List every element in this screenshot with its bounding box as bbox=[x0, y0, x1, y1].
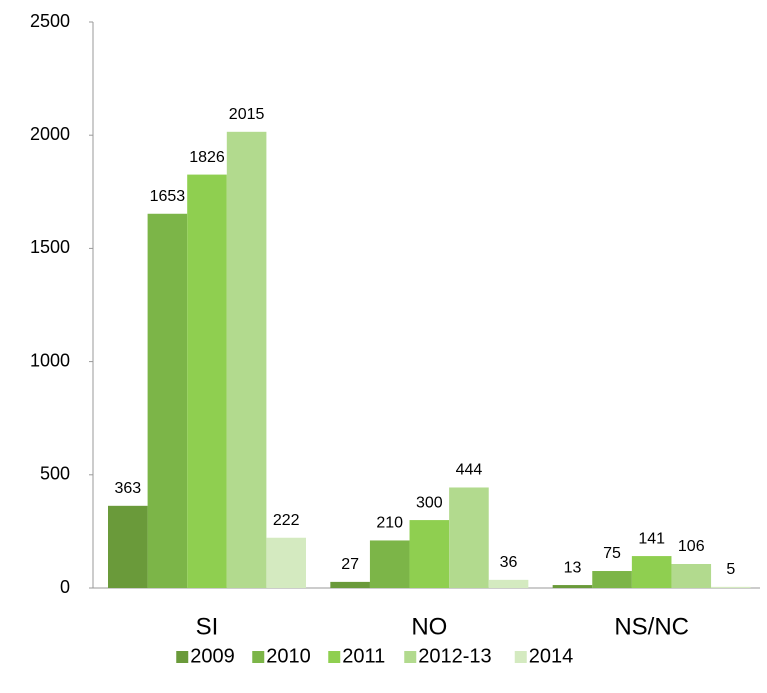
bar bbox=[266, 537, 306, 588]
value-label: 222 bbox=[273, 512, 300, 529]
legend-label: 2009 bbox=[190, 645, 235, 667]
y-tick-label: 2000 bbox=[30, 124, 70, 144]
value-label: 5 bbox=[726, 561, 735, 578]
legend-label: 2010 bbox=[266, 645, 311, 667]
x-tick-label: NS/NC bbox=[614, 613, 689, 640]
legend-swatch bbox=[176, 651, 189, 663]
bar bbox=[187, 174, 227, 588]
legend-label: 2014 bbox=[529, 645, 574, 667]
value-label: 1826 bbox=[189, 149, 225, 166]
legend-swatch bbox=[404, 651, 417, 663]
bar bbox=[409, 520, 450, 588]
bar bbox=[631, 556, 672, 588]
value-label: 141 bbox=[638, 530, 665, 547]
value-label: 75 bbox=[603, 545, 621, 562]
bar bbox=[488, 579, 529, 588]
y-tick-label: 2500 bbox=[30, 11, 70, 31]
bar bbox=[552, 585, 593, 588]
legend-label: 2012-13 bbox=[418, 645, 491, 667]
value-label: 363 bbox=[114, 480, 141, 497]
y-tick-label: 1000 bbox=[30, 350, 70, 370]
value-label: 106 bbox=[678, 538, 705, 555]
value-label: 27 bbox=[341, 556, 359, 573]
legend-label: 2011 bbox=[342, 645, 385, 667]
bar bbox=[226, 131, 267, 588]
value-label: 36 bbox=[500, 554, 518, 571]
bar bbox=[147, 213, 188, 588]
y-tick-label: 500 bbox=[40, 464, 70, 484]
value-label: 2015 bbox=[229, 106, 265, 123]
legend-swatch bbox=[252, 651, 265, 663]
bar bbox=[711, 586, 751, 588]
y-tick-label: 0 bbox=[60, 577, 70, 597]
bar bbox=[671, 564, 712, 588]
value-label: 13 bbox=[564, 559, 582, 576]
bar bbox=[330, 581, 370, 588]
value-label: 210 bbox=[376, 515, 403, 532]
legend-swatch bbox=[328, 651, 341, 663]
legend-swatch bbox=[514, 651, 527, 663]
x-tick-label: SI bbox=[196, 613, 219, 640]
bar bbox=[369, 540, 410, 588]
bar bbox=[108, 505, 148, 588]
value-label: 1653 bbox=[150, 188, 186, 205]
bar bbox=[592, 571, 632, 588]
y-tick-label: 1500 bbox=[30, 237, 70, 257]
value-label: 444 bbox=[456, 462, 483, 479]
x-tick-label: NO bbox=[411, 613, 447, 640]
bar bbox=[449, 487, 489, 588]
value-label: 300 bbox=[416, 494, 443, 511]
